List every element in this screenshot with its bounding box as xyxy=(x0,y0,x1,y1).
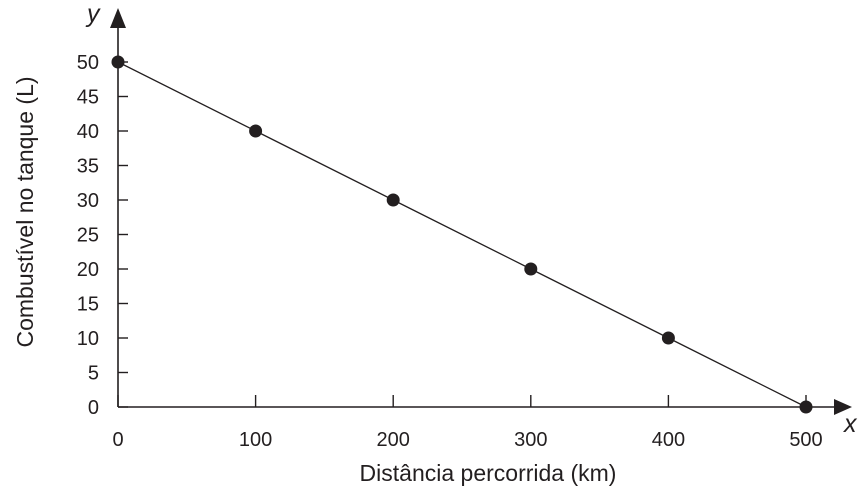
x-tick-label-100: 100 xyxy=(239,429,272,451)
x-axis-letter: x xyxy=(843,410,858,438)
data-point-0 xyxy=(111,55,125,69)
y-tick-label-10: 10 xyxy=(77,328,99,350)
y-axis-letter: y xyxy=(85,0,101,28)
data-point-400 xyxy=(661,331,675,345)
x-axis-arrowhead xyxy=(834,399,852,415)
data-point-100 xyxy=(249,124,263,138)
x-tick-label-0: 0 xyxy=(112,429,123,451)
x-tick-label-300: 300 xyxy=(514,429,547,451)
axes xyxy=(110,8,852,415)
y-axis-arrowhead xyxy=(110,8,126,28)
x-tick-label-500: 500 xyxy=(789,429,822,451)
y-tick-label-5: 5 xyxy=(88,363,99,385)
data-point-500 xyxy=(799,400,813,414)
y-ticks: 0 5 10 15 20 25 30 35 40 45 50 xyxy=(77,52,128,419)
data-points xyxy=(111,55,813,414)
x-tick-label-200: 200 xyxy=(377,429,410,451)
y-tick-label-30: 30 xyxy=(77,190,99,212)
y-tick-label-45: 45 xyxy=(77,87,99,109)
x-ticks: 0 100 200 300 400 500 xyxy=(112,395,823,451)
series-line xyxy=(117,61,807,408)
x-axis-title: Distância percorrida (km) xyxy=(360,460,617,486)
y-tick-label-0: 0 xyxy=(88,397,99,419)
data-point-200 xyxy=(386,193,400,207)
y-tick-label-50: 50 xyxy=(77,52,99,74)
y-tick-label-25: 25 xyxy=(77,225,99,247)
y-axis-title: Combustível no tanque (L) xyxy=(12,76,38,347)
data-point-300 xyxy=(524,262,538,276)
x-tick-label-400: 400 xyxy=(652,429,685,451)
y-tick-label-40: 40 xyxy=(77,121,99,143)
y-tick-label-15: 15 xyxy=(77,294,99,316)
y-tick-label-20: 20 xyxy=(77,259,99,281)
y-tick-label-35: 35 xyxy=(77,156,99,178)
